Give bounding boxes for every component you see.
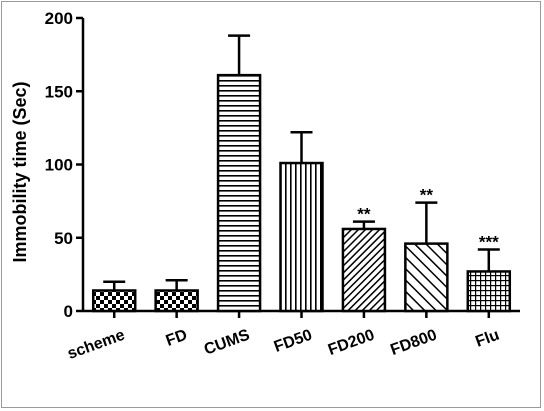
bar-cums <box>216 73 262 313</box>
significance-mark: ** <box>357 205 371 224</box>
x-tick-label: scheme <box>65 327 127 363</box>
y-tick-label: 50 <box>54 229 73 248</box>
bar-fd50 <box>279 161 324 313</box>
y-axis-label: Immobility time (Sec) <box>10 81 30 262</box>
y-tick-label: 200 <box>45 9 73 28</box>
x-tick-label: FD50 <box>272 327 315 356</box>
bar-fd800 <box>404 242 449 313</box>
y-tick-label: 150 <box>45 82 73 101</box>
x-tick-label: Flu <box>473 327 501 351</box>
significance-mark: *** <box>479 232 499 251</box>
y-tick-label: 0 <box>64 302 73 321</box>
x-tick-label: FD800 <box>388 327 439 359</box>
significance-mark: ** <box>420 186 434 205</box>
bar-scheme <box>91 289 137 313</box>
bar-fd200 <box>341 227 387 313</box>
x-tick-label: FD200 <box>326 327 377 359</box>
bar-flu <box>466 270 512 313</box>
x-tick-label: CUMS <box>202 326 252 358</box>
bar-fd <box>154 289 199 313</box>
bars <box>91 34 512 313</box>
x-tick-label: FD <box>164 327 190 350</box>
y-tick-label: 100 <box>45 156 73 175</box>
